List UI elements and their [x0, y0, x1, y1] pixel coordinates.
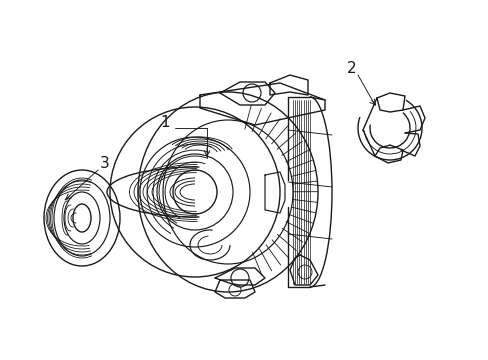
Text: 1: 1	[160, 114, 169, 130]
Text: 3: 3	[100, 156, 110, 171]
Text: 2: 2	[346, 60, 356, 76]
